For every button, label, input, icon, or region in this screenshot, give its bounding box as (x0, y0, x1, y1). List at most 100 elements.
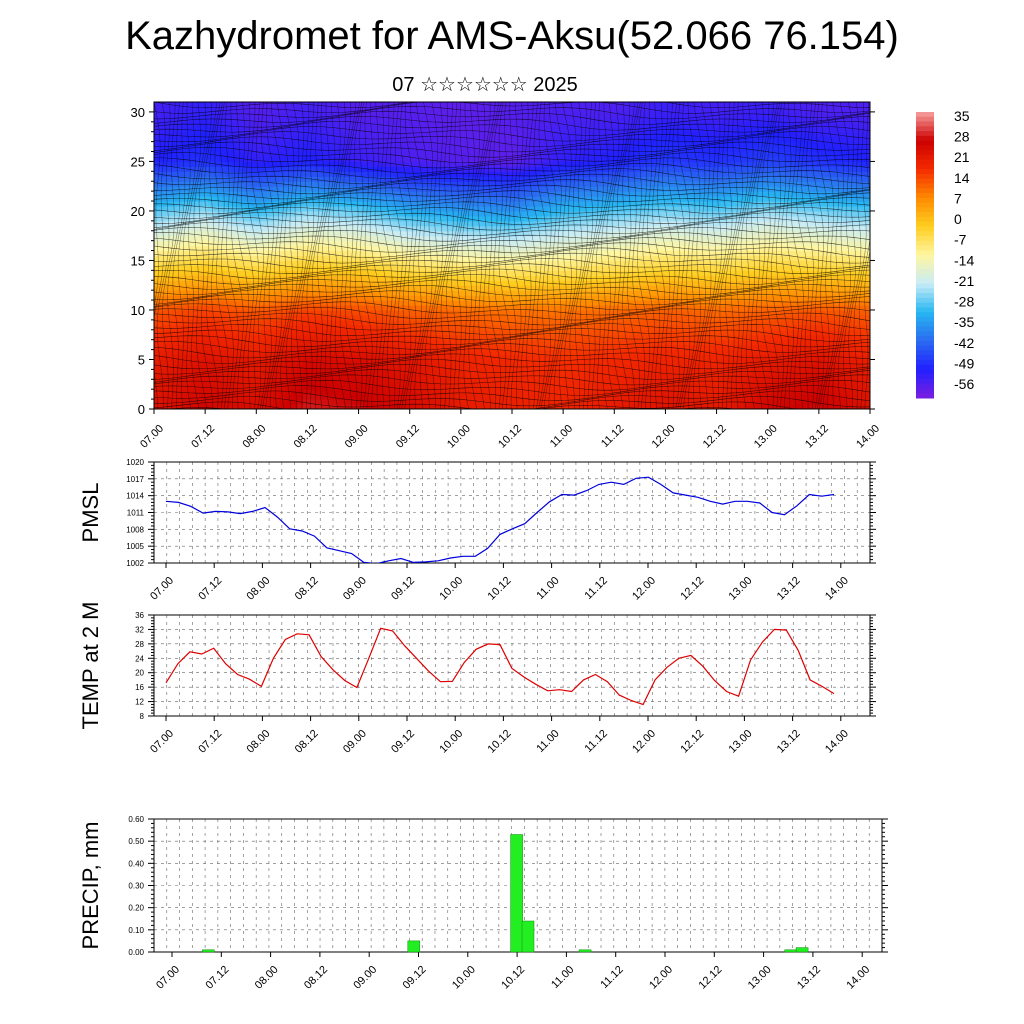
heatmap-cell (201, 404, 209, 409)
heatmap-cell (500, 319, 507, 326)
heatmap-cell (488, 364, 495, 370)
heatmap-cell (231, 176, 239, 182)
heatmap-cell (291, 131, 298, 138)
heatmap-cell (553, 275, 561, 281)
heatmap-cell (362, 265, 370, 271)
heatmap-cell (547, 260, 555, 266)
heatmap-cell (261, 136, 268, 143)
heatmap-cell (183, 131, 191, 138)
heatmap-cell (613, 121, 620, 128)
heatmap-cell (482, 329, 489, 336)
heatmap-cell (344, 324, 352, 331)
heatmap-cell (291, 166, 298, 172)
heatmap-cell (297, 136, 304, 143)
heatmap-cell (201, 106, 209, 113)
heatmap-cell (398, 359, 406, 366)
heatmap-cell (589, 324, 597, 331)
heatmap-cell (219, 171, 227, 177)
heatmap-cell (249, 364, 257, 370)
heatmap-cell (297, 171, 304, 177)
heatmap-cell (529, 210, 537, 217)
heatmap-cell (541, 250, 549, 257)
heatmap-cell (517, 225, 525, 232)
heatmap-cell (422, 225, 430, 232)
heatmap-cell (350, 349, 358, 356)
heatmap-cell (333, 280, 340, 286)
heatmap-cell (506, 290, 513, 296)
heatmap-cell (249, 220, 257, 227)
heatmap-cell (159, 250, 167, 257)
heatmap-cell (291, 344, 298, 351)
heatmap-cell (625, 309, 632, 316)
heatmap-cell (422, 295, 430, 301)
heatmap-cell (368, 161, 376, 167)
heatmap-cell (571, 260, 579, 266)
heatmap-cell (392, 136, 400, 143)
heatmap-cell (207, 369, 215, 375)
heatmap-cell (547, 176, 555, 182)
heatmap-cell (517, 359, 525, 366)
heatmap-cell (195, 379, 203, 385)
heatmap-cell (297, 349, 304, 356)
heatmap-cell (315, 166, 322, 172)
heatmap-cell (571, 102, 579, 108)
heatmap-cell (338, 166, 346, 172)
heatmap-cell (225, 295, 233, 301)
heatmap-cell (416, 166, 424, 172)
heatmap-cell (625, 290, 632, 296)
heatmap-cell (368, 210, 376, 217)
heatmap-cell (625, 404, 632, 409)
heatmap-cell (595, 106, 603, 113)
heatmap-cell (571, 121, 579, 128)
heatmap-cell (476, 250, 483, 257)
heatmap-cell (261, 191, 268, 197)
heatmap-cell (398, 364, 406, 370)
heatmap-cell (452, 146, 459, 153)
heatmap-cell (273, 210, 280, 217)
heatmap-cell (517, 121, 525, 128)
heatmap-cell (333, 230, 340, 237)
heatmap-cell (494, 191, 501, 197)
heatmap-cell (267, 290, 274, 296)
heatmap-cell (267, 250, 274, 257)
heatmap-cell (177, 181, 185, 187)
heatmap-cell (309, 230, 316, 237)
heatmap-cell (177, 285, 185, 291)
heatmap-cell (517, 136, 525, 143)
heatmap-cell (512, 334, 519, 341)
heatmap-cell (613, 384, 620, 390)
heatmap-cell (219, 196, 227, 202)
heatmap-cell (207, 270, 215, 276)
heatmap-cell (416, 116, 424, 123)
heatmap-cell (416, 295, 424, 301)
heatmap-cell (440, 230, 447, 237)
heatmap-cell (398, 106, 406, 113)
heatmap-cell (434, 344, 441, 351)
heatmap-cell (571, 215, 579, 222)
heatmap-cell (553, 319, 561, 326)
heatmap-cell (559, 171, 567, 177)
heatmap-cell (601, 156, 609, 163)
heatmap-cell (344, 186, 352, 192)
heatmap-cell (553, 265, 561, 271)
heatmap-cell (512, 205, 519, 212)
heatmap-cell (321, 136, 328, 143)
heatmap-cell (195, 176, 203, 182)
heatmap-cell (458, 121, 465, 128)
heatmap-cell (231, 126, 239, 133)
heatmap-cell (410, 220, 418, 227)
heatmap-cell (398, 339, 406, 346)
heatmap-cell (303, 235, 310, 242)
heatmap-cell (344, 245, 352, 252)
heatmap-cell (601, 389, 609, 395)
heatmap-cell (309, 196, 316, 202)
heatmap-cell (452, 111, 459, 118)
heatmap-cell (476, 394, 483, 400)
heatmap-cell (541, 196, 549, 202)
heatmap-cell (410, 176, 418, 182)
heatmap-cell (422, 220, 430, 227)
heatmap-cell (607, 399, 615, 405)
heatmap-cell (494, 201, 501, 207)
heatmap-cell (183, 270, 191, 276)
heatmap-cell (470, 270, 477, 276)
